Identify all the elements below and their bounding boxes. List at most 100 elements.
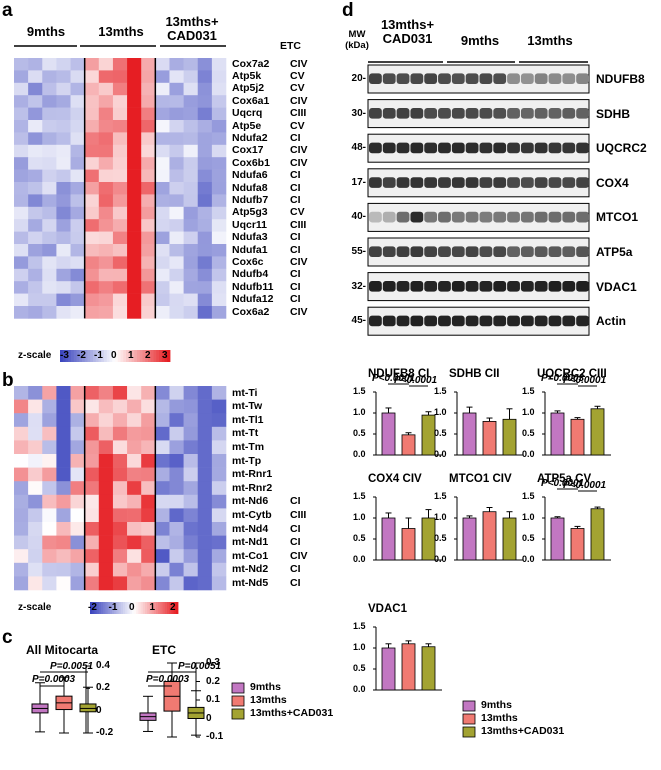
heatmap-a-cell [14,70,29,84]
heatmap-a-cell [14,82,29,96]
heatmap-b-cell [197,386,213,400]
heatmap-a-cell [183,107,199,121]
heatmap-b-cell [112,549,128,564]
blot-band [576,177,589,188]
heatmap-a-cell [169,306,184,319]
boxplot-etc-tick: 0.1 [206,694,220,705]
heatmap-b-cell [127,494,142,509]
heatmap-a-cell [42,132,57,146]
heatmap-a-cell [127,231,142,245]
z-scale-a-segment [95,350,99,362]
heatmap-b-cell [84,535,100,550]
mw-marker: 20- [351,73,366,84]
heatmap-b-cell [141,481,156,496]
heatmap-b-cell [14,481,29,496]
bar-y-tick: 1.0 [522,512,535,522]
legend-swatch [231,695,245,707]
heatmap-b-cell [14,522,29,536]
panel-label-b: b [2,370,14,391]
blot-band [493,142,507,154]
heatmap-a-cell [141,182,156,195]
legend-swatch [231,682,245,694]
heatmap-a-cell [14,231,29,245]
etc-label: CI [290,243,301,256]
heatmap-a-cell [14,182,29,195]
blot-band [479,73,493,85]
heatmap-a-cell [127,281,142,294]
blot-band [369,281,382,292]
heatmap-b-cell [28,467,43,482]
heatmap-a-cell [70,219,85,232]
heatmap-a-cell [112,231,128,245]
blot-band [507,281,520,292]
blot-band [507,315,520,327]
z-scale-a-segment [134,350,138,362]
heatmap-b-cell [211,562,227,577]
heatmap-a-cell [14,120,29,133]
heatmap-a-cell [141,95,156,108]
gene-label: mt-Rnr1 [232,468,273,481]
heatmap-a-cell [141,306,156,319]
boxplot-all-tick: 0.2 [96,682,110,694]
heatmap-a-cell [14,219,29,232]
heatmap-b-cell [28,494,43,509]
blot-band [493,211,507,223]
z-scale-b-tick: 1 [149,602,156,613]
heatmap-a-cell [197,219,213,232]
blot-band [396,177,410,188]
heatmap-a-cell [155,70,170,84]
blot-band [424,315,438,327]
heatmap-a-cell [183,256,199,270]
heatmap-b-cell [197,454,213,468]
heatmap-b-cell [70,399,85,414]
heatmap-a-cell [155,95,170,108]
heatmap-b-cell [112,494,128,509]
heatmap-b-cell [70,522,85,536]
blot-band [534,211,548,223]
blot-band [493,108,507,119]
bar-y-tick: 0.0 [353,684,366,694]
heatmap-b-cell [169,440,184,455]
blot-band [520,73,534,85]
heatmap-b-cell [42,467,57,482]
blot-band [465,177,479,188]
heatmap-b-cell [127,481,142,496]
bar [401,528,416,561]
heatmap-a-cell [70,82,85,96]
bar [570,528,585,561]
legend-label: 13mths+CAD031 [481,725,565,737]
z-scale-a-segment [120,350,124,362]
heatmap-b-cell [14,494,29,509]
heatmap-a-cell [112,194,128,208]
gene-label: Cox6a1 [232,94,270,107]
heatmap-b-cell [84,562,100,577]
heatmap-a-cell [211,82,227,96]
bar [381,517,396,561]
gene-label: mt-Tt [232,427,259,440]
heatmap-b-cell [183,522,199,536]
heatmap-a-cell [183,120,199,133]
z-scale-b-segment [96,602,100,614]
heatmap-a-cell [42,194,57,208]
heatmap-a-cell [127,244,142,257]
z-scale-a-segment [137,350,141,362]
etc-label: CV [290,82,305,95]
heatmap-a-cell [112,132,128,146]
heatmap-a-cell [169,256,184,270]
blot-band [562,246,576,258]
heatmap-b-cell [183,467,199,482]
heatmap-a-cell [84,194,100,208]
heatmap-b-cell [197,562,213,577]
blot-band [410,177,424,188]
heatmap-a-cell [169,107,184,121]
heatmap-a-cell [127,256,142,270]
heatmap-b-cell [14,440,29,455]
heatmap-b-cell [155,399,170,414]
blot-band [507,73,520,85]
heatmap-a-cell [28,206,43,220]
heatmap-a-cell [112,120,128,133]
heatmap-a-cell [197,281,213,294]
z-scale-b-segment [171,602,174,614]
z-scale-a-tick: 0 [111,350,117,361]
z-scale-a-tick: -1 [94,350,103,361]
